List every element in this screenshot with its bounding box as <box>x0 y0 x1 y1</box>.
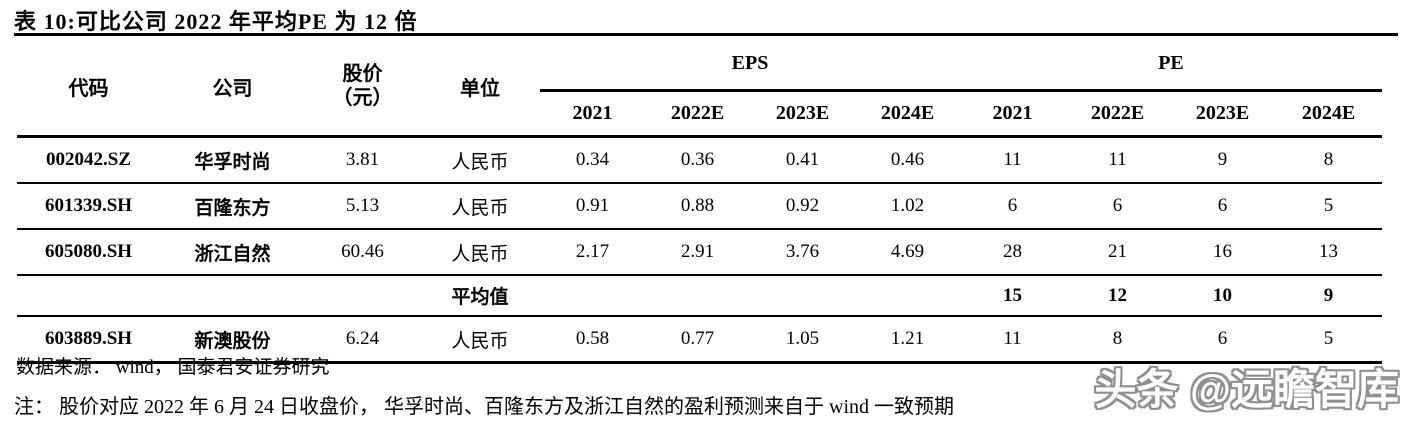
table-row: 601339.SH 百隆东方 5.13 人民币 0.91 0.88 0.92 1… <box>17 183 1382 230</box>
header-years-row: 2021 2022E 2023E 2024E 2021 2022E 2023E … <box>17 90 1382 138</box>
header-pe-2023e: 2023E <box>1170 90 1275 138</box>
cell-price: 5.13 <box>305 183 420 230</box>
cell-empty <box>160 275 305 317</box>
cell-eps-2024e: 4.69 <box>855 229 960 276</box>
title-divider <box>14 33 1398 36</box>
cell-code: 002042.SZ <box>17 136 160 184</box>
cell-pe-2024e: 5 <box>1275 316 1382 364</box>
cell-eps-2022e: 0.88 <box>645 183 750 230</box>
cell-eps-2024e: 1.21 <box>855 316 960 364</box>
cell-pe-2022e: 6 <box>1065 183 1170 230</box>
comparable-companies-table: 代码 公司 股价 （元） 单位 EPS PE 2021 2022E 2023E … <box>17 37 1382 364</box>
avg-pe-2022e: 12 <box>1065 275 1170 317</box>
cell-pe-2021: 28 <box>960 229 1065 276</box>
cell-price: 6.24 <box>305 316 420 364</box>
cell-code: 603889.SH <box>17 316 160 364</box>
header-company: 公司 <box>160 37 305 138</box>
cell-eps-2023e: 0.92 <box>750 183 855 230</box>
cell-empty <box>305 275 420 317</box>
watermark-text: 头条 @远瞻智库 <box>1094 366 1399 413</box>
cell-eps-2022e: 0.77 <box>645 316 750 364</box>
avg-pe-2024e: 9 <box>1275 275 1382 317</box>
cell-unit: 人民币 <box>420 316 540 364</box>
header-price-line1: 股价 <box>342 63 383 85</box>
cell-price: 60.46 <box>305 229 420 276</box>
cell-pe-2022e: 8 <box>1065 316 1170 364</box>
cell-empty <box>750 275 855 317</box>
table-title: 表 10:可比公司 2022 年平均PE 为 12 倍 <box>14 9 418 34</box>
cell-pe-2023e: 9 <box>1170 136 1275 184</box>
cell-eps-2021: 2.17 <box>540 229 645 276</box>
header-eps-2022e: 2022E <box>645 90 750 138</box>
cell-eps-2024e: 0.46 <box>855 136 960 184</box>
avg-pe-2023e: 10 <box>1170 275 1275 317</box>
cell-code: 601339.SH <box>17 183 160 230</box>
header-unit: 单位 <box>420 37 540 138</box>
cell-pe-2022e: 11 <box>1065 136 1170 184</box>
header-pe-2021: 2021 <box>960 90 1065 138</box>
cell-pe-2024e: 8 <box>1275 136 1382 184</box>
cell-eps-2021: 0.34 <box>540 136 645 184</box>
cell-eps-2021: 0.58 <box>540 316 645 364</box>
cell-pe-2023e: 6 <box>1170 316 1275 364</box>
average-label: 平均值 <box>420 275 540 317</box>
cell-empty <box>645 275 750 317</box>
table-row: 002042.SZ 华孚时尚 3.81 人民币 0.34 0.36 0.41 0… <box>17 136 1382 184</box>
cell-pe-2021: 6 <box>960 183 1065 230</box>
header-price: 股价 （元） <box>305 37 420 138</box>
cell-price: 3.81 <box>305 136 420 184</box>
cell-unit: 人民币 <box>420 183 540 230</box>
cell-empty <box>540 275 645 317</box>
cell-unit: 人民币 <box>420 229 540 276</box>
header-eps-2023e: 2023E <box>750 90 855 138</box>
cell-empty <box>17 275 160 317</box>
cell-pe-2022e: 21 <box>1065 229 1170 276</box>
cell-pe-2021: 11 <box>960 316 1065 364</box>
average-row: 平均值 15 12 10 9 <box>17 275 1382 317</box>
cell-eps-2023e: 0.41 <box>750 136 855 184</box>
header-pe-2024e: 2024E <box>1275 90 1382 138</box>
header-price-line2: （元） <box>332 87 393 109</box>
header-eps-2021: 2021 <box>540 90 645 138</box>
cell-eps-2024e: 1.02 <box>855 183 960 230</box>
cell-eps-2021: 0.91 <box>540 183 645 230</box>
cell-pe-2023e: 6 <box>1170 183 1275 230</box>
cell-pe-2024e: 5 <box>1275 183 1382 230</box>
header-code: 代码 <box>17 37 160 138</box>
table-row: 605080.SH 浙江自然 60.46 人民币 2.17 2.91 3.76 … <box>17 229 1382 276</box>
cell-company: 百隆东方 <box>160 183 305 230</box>
cell-company: 华孚时尚 <box>160 136 305 184</box>
header-pe-2022e: 2022E <box>1065 90 1170 138</box>
cell-pe-2021: 11 <box>960 136 1065 184</box>
cell-eps-2022e: 2.91 <box>645 229 750 276</box>
header-group-row: 代码 公司 股价 （元） 单位 EPS PE <box>17 37 1382 138</box>
footnote-text: 注： 股价对应 2022 年 6 月 24 日收盘价， 华孚时尚、百隆东方及浙江… <box>14 396 954 418</box>
cell-eps-2023e: 3.76 <box>750 229 855 276</box>
cell-company: 浙江自然 <box>160 229 305 276</box>
avg-pe-2021: 15 <box>960 275 1065 317</box>
cell-unit: 人民币 <box>420 136 540 184</box>
cell-code: 605080.SH <box>17 229 160 276</box>
cell-empty <box>855 275 960 317</box>
cell-pe-2024e: 13 <box>1275 229 1382 276</box>
header-pe-group: PE <box>960 37 1382 92</box>
header-eps-2024e: 2024E <box>855 90 960 138</box>
header-eps-group: EPS <box>540 37 960 92</box>
cell-eps-2022e: 0.36 <box>645 136 750 184</box>
cell-company: 新澳股份 <box>160 316 305 364</box>
cell-eps-2023e: 1.05 <box>750 316 855 364</box>
data-source-text: 数据来源： wind， 国泰君安证券研究 <box>16 357 330 378</box>
cell-pe-2023e: 16 <box>1170 229 1275 276</box>
table-row: 603889.SH 新澳股份 6.24 人民币 0.58 0.77 1.05 1… <box>17 316 1382 364</box>
